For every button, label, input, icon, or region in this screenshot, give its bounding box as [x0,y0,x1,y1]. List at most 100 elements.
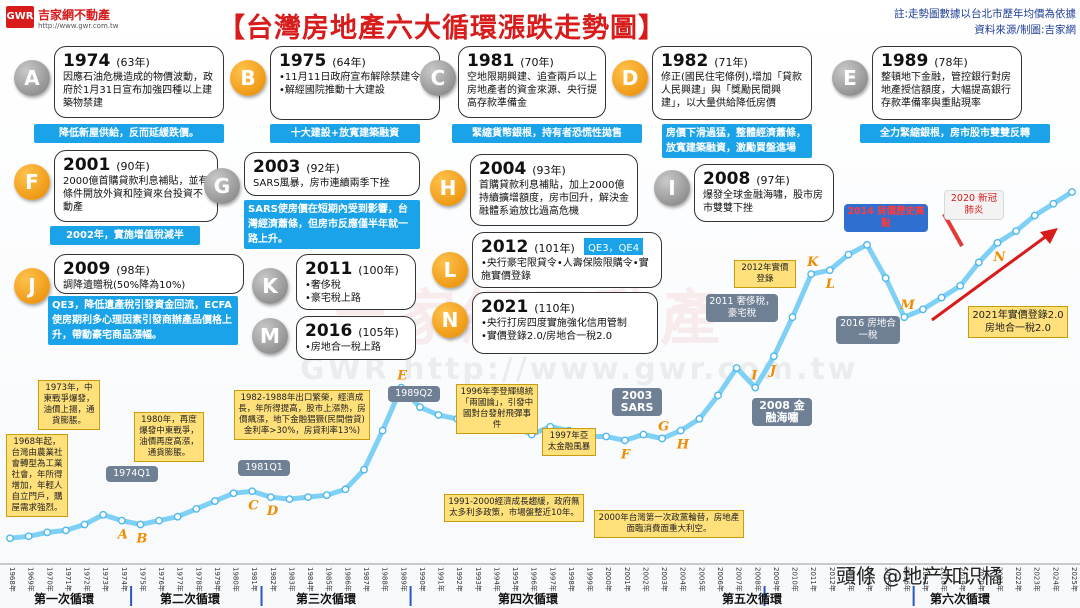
x-tick-label: 1986年 [343,567,352,592]
event-card-2001: 2001 (90年) 2000億首購貸款利息補貼，並有條件開放外資和陸資來台投資… [54,150,218,222]
x-tick-label: 2007年 [735,567,744,592]
x-tick-label: 1977年 [176,567,185,592]
x-tick-label: 1987年 [362,567,371,592]
cycle-3: 第三次循環 [296,592,357,606]
point-letter-d: D [266,504,279,519]
x-tick-label: 1994年 [492,567,501,592]
x-tick-label: 1976年 [157,567,166,592]
event-marker-d: D [612,60,648,96]
annotation-2000: 2000年台灣第一次政黨輪替，房地產面臨消費面重大利空。 [594,510,744,538]
qe-tag: QE3，QE4 [584,238,644,255]
x-tick-label: 1981年 [250,567,259,592]
x-tick-label: 2008年 [753,567,762,592]
data-point [6,534,14,543]
logo-url: http://www.gwr.com.tw [38,22,119,30]
data-point [751,383,760,392]
event-banner-2002: 2002年，實施增值稅減半 [50,226,200,245]
data-point [844,250,853,259]
x-tick-label: 1988年 [381,567,390,592]
page-title: 【台灣房地產六大循環漲跌走勢圖】 [218,13,666,44]
x-tick-label: 1969年 [27,567,36,592]
event-card-2012: 2012 (101年) •央行豪宅限貸令•人壽保險限購令•實施實價登錄 [472,232,662,288]
data-point [192,504,201,513]
data-point [285,495,294,503]
event-marker-a: A [14,60,50,96]
x-tick-label: 1984年 [306,567,315,592]
x-tick-label: 1974年 [120,567,129,592]
cycle-1: 第一次循環 [34,592,95,606]
cycle-5: 第五次循環 [722,592,783,606]
point-letter-l: L [825,277,835,292]
cycle-4: 第四次循環 [498,592,559,606]
data-point [714,391,722,400]
event-banner-1989: 全力緊縮銀根，房市股市雙雙反轉 [860,124,1050,143]
point-letter-a: A [116,528,128,543]
x-tick-label: 1979年 [213,567,222,592]
event-marker-m: M [252,318,288,354]
logo-name: 吉家網不動產 [38,8,111,22]
x-tick-label: 2002年 [641,567,650,592]
x-tick-label: 2017年 [921,567,930,592]
x-tick-label: 2025年 [1070,567,1079,592]
data-point [24,532,33,541]
annotation-2003-sars: 2003 SARS [612,388,662,416]
annotation-1989q2: 1989Q2 [388,386,440,402]
event-banner-1981: 緊縮貨幣銀根，持有者恐慌性拋售 [452,124,642,143]
event-marker-c: C [420,60,456,96]
event-text: 因應石油危機造成的物價波動，政府於1月31日宣布加強四種以上建築物禁建 [63,72,213,109]
x-tick-label: 2006年 [716,567,725,592]
data-point [136,520,145,529]
x-tick-label: 1971年 [64,567,73,592]
cycle-2: 第二次循環 [160,592,221,606]
x-tick-label: 1968年 [8,567,17,592]
x-tick-label: 2000年 [604,567,613,592]
event-card-2008: 2008 (97年) 爆發全球金融海嘯，股市房市雙雙下挫 [694,164,834,222]
event-marker-f: F [14,164,50,200]
data-point [61,526,70,535]
annotation-2012: 2012年實價登錄 [734,260,796,288]
annotation-2014-peak: 2014 房價歷史高點 [844,204,928,232]
data-point [881,274,890,282]
x-tick-label: 2023年 [1033,567,1042,592]
x-tick-label: 2021年 [995,567,1004,592]
data-point [695,415,704,423]
data-point [919,305,927,314]
data-point [378,426,387,435]
x-tick-label: 1975年 [138,567,147,592]
event-banner-1975: 十大建設+放寬建築融資 [270,124,420,143]
x-tick-label: 1985年 [325,567,334,592]
x-tick-label: 2015年 [884,567,893,592]
source-note: 註:走勢圖數據以台北市歷年均價為依據 資料來源/制圖:吉家網 [836,6,1076,38]
event-card-2004: 2004 (93年) 首購貸款利息補貼，加上2000億持續擴增額度，房市回升，解… [470,154,638,226]
x-tick-label: 2020年 [977,567,986,592]
x-tick-label: 1972年 [83,567,92,592]
data-point [248,487,257,496]
x-tick-label: 2018年 [940,567,949,592]
annotation-2008-crisis: 2008 金融海嘯 [752,398,812,426]
point-letter-i: I [750,369,758,384]
annotation-1997: 1997年亞太金融風暴 [542,428,596,456]
x-tick-label: 1982年 [269,567,278,592]
point-letter-k: K [806,255,819,270]
x-tick-label: 1992年 [455,567,464,592]
data-point [360,465,368,474]
event-card-2021: 2021 (110年) •央行打房四度實施強化信用管制 •實價登錄2.0/房地合… [472,292,658,354]
data-point [99,510,108,519]
x-tick-label: 2014年 [865,567,874,592]
logo-mark: GWR [6,6,34,28]
data-point [322,491,331,500]
annotation-1973: 1973年，中東戰爭爆發，油價上揚，通貨膨脹。 [38,380,100,430]
x-tick-label: 2005年 [697,567,706,592]
x-tick-label: 1970年 [45,567,54,592]
x-tick-label: 1995年 [511,567,520,592]
annotation-1980: 1980年，再度爆發中東戰爭，油價再度高漲，通貨膨脹。 [134,412,204,462]
x-tick-label: 1998年 [567,567,576,592]
data-point [676,426,685,435]
point-letter-m: M [899,298,915,313]
data-point [900,313,909,322]
point-letter-h: H [676,438,690,453]
annotation-1996: 1996年李登輝總統「兩國論」，引發中國對台發射飛彈事件 [456,384,538,434]
annotation-2011-tax: 2011 奢侈稅，豪宅稅 [706,294,778,322]
event-card-1982: 1982 (71年) 修正(國民住宅條例),增加「貸款人民興建」與「獎勵民間興建… [652,46,812,120]
